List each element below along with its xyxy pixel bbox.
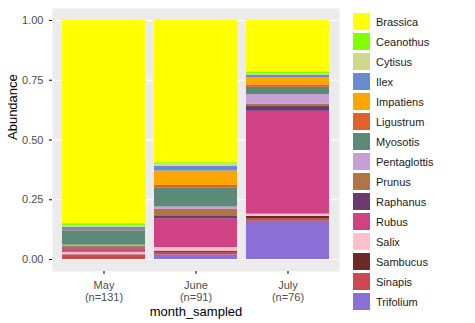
svg-text:May(n=131): May(n=131) <box>85 279 123 303</box>
html-text:Rubus: Rubus <box>376 215 408 228</box>
html-text:Ilex: Ilex <box>376 75 394 88</box>
html-text:Ligustrum: Ligustrum <box>376 115 425 128</box>
html-text:Sambucus: Sambucus <box>376 255 428 268</box>
svg-text:0.75: 0.75 <box>22 74 43 86</box>
html-text:Ceanothus: Ceanothus <box>376 35 430 48</box>
svg-text:0.25: 0.25 <box>22 193 43 205</box>
html-text:Impatiens: Impatiens <box>376 95 424 108</box>
html-text:Trifolium: Trifolium <box>376 295 418 308</box>
html-text:Salix: Salix <box>376 235 400 248</box>
svg-text:June(n=91): June(n=91) <box>180 279 212 303</box>
svg-text:month_sampled: month_sampled <box>150 304 243 319</box>
html-text:Pentaglottis: Pentaglottis <box>376 155 434 168</box>
html-text:Myosotis: Myosotis <box>376 135 420 148</box>
svg-text:Abundance: Abundance <box>5 74 20 140</box>
html-text:Sinapis: Sinapis <box>376 275 413 288</box>
svg-text:July(n=76): July(n=76) <box>272 279 304 303</box>
html-text:Raphanus: Raphanus <box>376 195 427 208</box>
svg-text:0.50: 0.50 <box>22 134 43 146</box>
html-text:Prunus: Prunus <box>376 175 411 188</box>
svg-text:0.00: 0.00 <box>22 253 43 265</box>
html-text:Brassica: Brassica <box>376 15 419 28</box>
html-text:Cytisus: Cytisus <box>376 55 413 68</box>
svg-text:1.00: 1.00 <box>22 14 43 26</box>
